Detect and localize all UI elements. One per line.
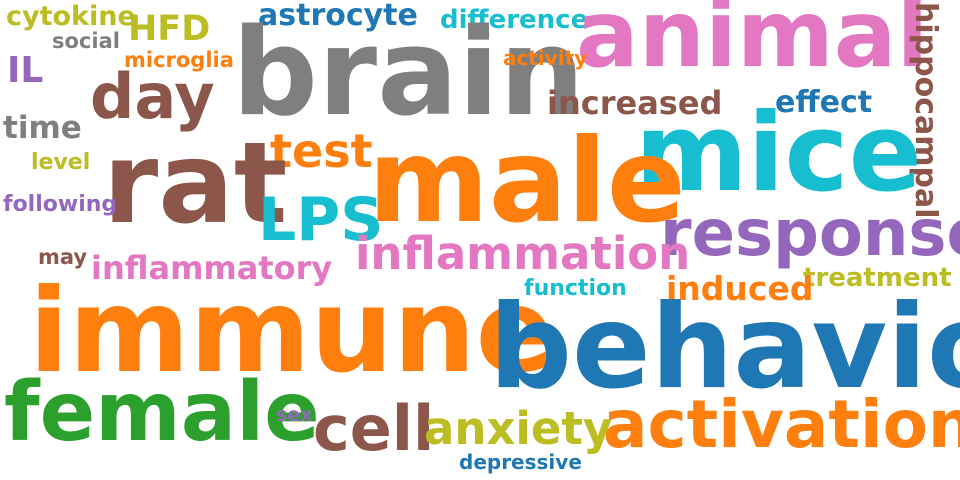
word-inflammation: inflammation — [355, 227, 691, 280]
word-depressive: depressive — [459, 450, 582, 474]
word-time: time — [3, 110, 82, 146]
word-microglia: microglia — [124, 48, 234, 72]
word-behavior: behavior — [489, 280, 960, 415]
word-induced: induced — [666, 269, 814, 308]
word-brain: brain — [232, 4, 585, 143]
word-function: function — [524, 276, 627, 301]
word-female: female — [4, 365, 320, 460]
word-response: response — [660, 197, 960, 271]
word-activity: activity — [503, 46, 588, 70]
word-effect: effect — [775, 85, 873, 120]
word-increased: increased — [547, 84, 723, 122]
word-lps: LPS — [258, 185, 384, 255]
word-sex: sex — [276, 404, 313, 426]
word-rat: rat — [103, 119, 288, 249]
word-cell: cell — [313, 392, 435, 465]
word-activation: activation — [603, 386, 960, 463]
word-level: level — [31, 150, 91, 175]
word-animal: animal — [576, 0, 929, 88]
word-cytokine: cytokine — [6, 1, 136, 32]
word-immune: immune — [29, 264, 555, 399]
word-male: male — [368, 114, 686, 249]
word-day: day — [90, 60, 215, 133]
word-mice: mice — [635, 91, 922, 216]
word-social: social — [52, 29, 120, 53]
word-following: following — [3, 192, 118, 217]
word-test: test — [270, 124, 373, 178]
word-il: IL — [7, 50, 44, 91]
word-astrocyte: astrocyte — [258, 0, 418, 33]
word-inflammatory: inflammatory — [91, 249, 333, 287]
word-difference: difference — [440, 5, 589, 35]
word-may: may — [38, 245, 88, 269]
word-anxiety: anxiety — [424, 402, 613, 455]
word-hfd: HFD — [128, 9, 211, 49]
word-treatment: treatment — [803, 263, 952, 293]
